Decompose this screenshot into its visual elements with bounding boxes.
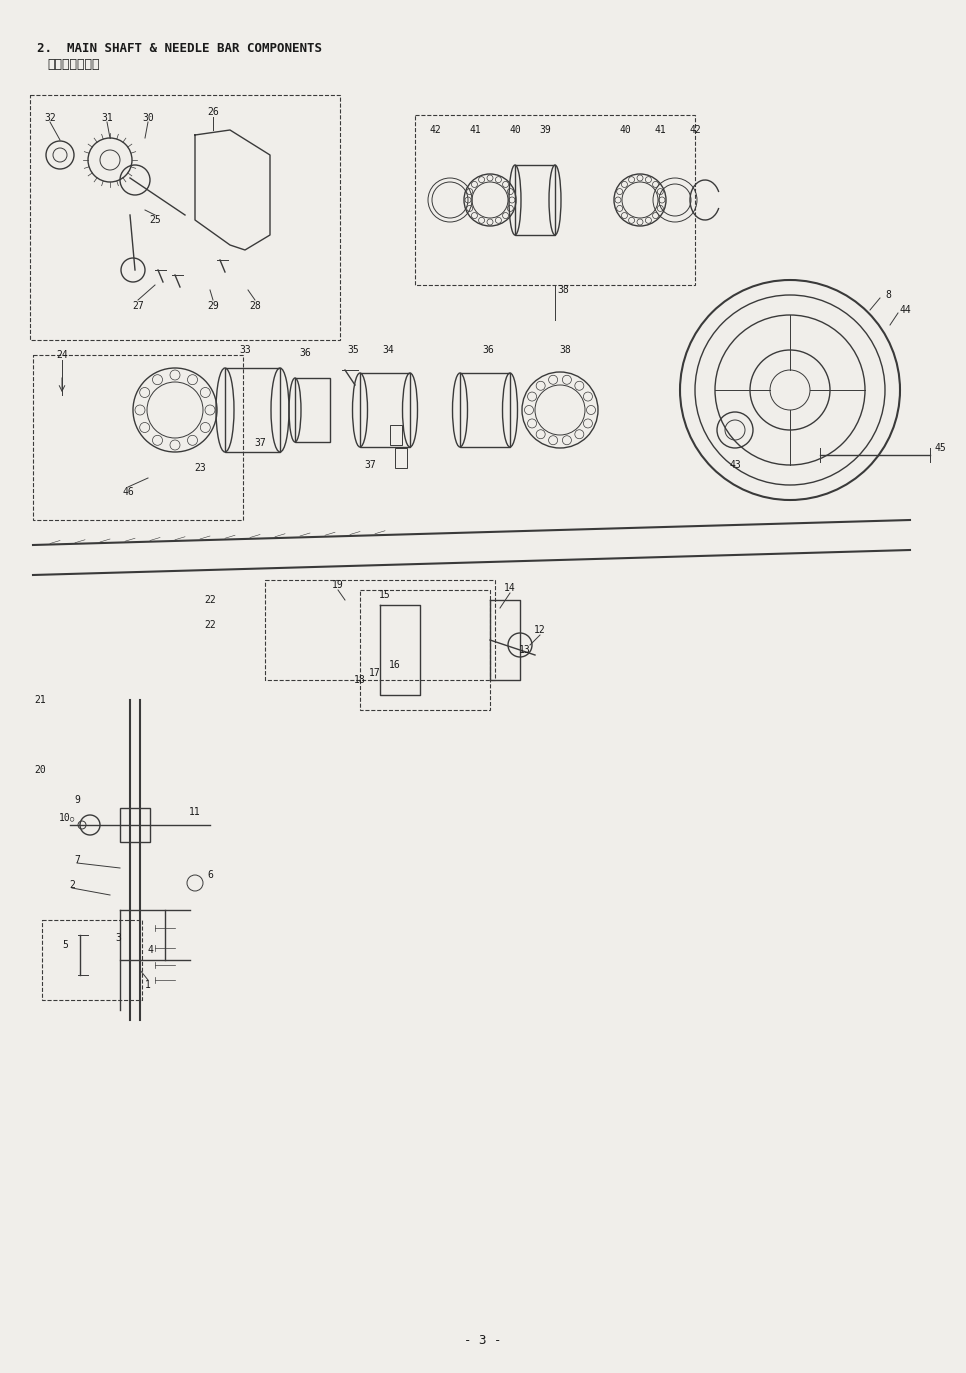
Text: 13: 13 bbox=[519, 645, 531, 655]
Text: 39: 39 bbox=[539, 125, 551, 135]
Bar bbox=[360, 373, 410, 448]
Text: 23: 23 bbox=[194, 463, 206, 474]
Text: 2: 2 bbox=[69, 880, 75, 890]
Text: 28: 28 bbox=[249, 301, 261, 312]
Text: 18: 18 bbox=[355, 676, 366, 685]
Text: 15: 15 bbox=[379, 590, 391, 600]
Text: 31: 31 bbox=[101, 113, 113, 124]
Text: 1: 1 bbox=[145, 980, 151, 990]
Text: 32: 32 bbox=[44, 113, 56, 124]
Text: 12: 12 bbox=[534, 625, 546, 634]
Text: 33: 33 bbox=[240, 345, 251, 356]
Text: 17: 17 bbox=[369, 669, 381, 678]
Text: 21: 21 bbox=[34, 695, 45, 704]
Text: 34: 34 bbox=[383, 345, 394, 356]
Text: 25: 25 bbox=[149, 216, 161, 225]
Text: 11: 11 bbox=[189, 807, 201, 817]
Text: 20: 20 bbox=[34, 765, 45, 774]
Text: 8: 8 bbox=[885, 290, 891, 299]
Text: 30: 30 bbox=[142, 113, 154, 124]
Text: 42: 42 bbox=[689, 125, 701, 135]
Text: 5: 5 bbox=[62, 941, 68, 950]
Text: 2.  MAIN SHAFT & NEEDLE BAR COMPONENTS: 2. MAIN SHAFT & NEEDLE BAR COMPONENTS bbox=[37, 43, 322, 55]
Text: 44: 44 bbox=[899, 305, 911, 314]
Bar bbox=[265, 579, 495, 680]
Text: 7: 7 bbox=[74, 855, 80, 865]
Text: 40: 40 bbox=[509, 125, 521, 135]
Bar bbox=[30, 95, 340, 341]
Text: 22: 22 bbox=[204, 595, 215, 605]
Text: 36: 36 bbox=[482, 345, 494, 356]
Text: 37: 37 bbox=[254, 438, 266, 448]
Text: 14: 14 bbox=[504, 584, 516, 593]
Text: 24: 24 bbox=[56, 350, 68, 360]
Text: 16: 16 bbox=[389, 660, 401, 670]
Bar bbox=[295, 378, 330, 442]
Bar bbox=[415, 115, 695, 286]
Text: 38: 38 bbox=[559, 345, 571, 356]
Text: 40: 40 bbox=[619, 125, 631, 135]
Text: 43: 43 bbox=[729, 460, 741, 470]
Text: - 3 -: - 3 - bbox=[465, 1333, 501, 1347]
Text: 45: 45 bbox=[934, 443, 946, 453]
Bar bbox=[33, 356, 243, 520]
Text: 41: 41 bbox=[469, 125, 481, 135]
Text: 26: 26 bbox=[207, 107, 219, 117]
Text: 27: 27 bbox=[132, 301, 144, 312]
Text: 41: 41 bbox=[654, 125, 666, 135]
Bar bbox=[515, 165, 555, 235]
Text: 4: 4 bbox=[147, 945, 153, 956]
Text: 9: 9 bbox=[74, 795, 80, 805]
Text: 6: 6 bbox=[207, 870, 213, 880]
Bar bbox=[360, 590, 490, 710]
Text: 上軸・针棒関係: 上軸・针棒関係 bbox=[47, 58, 99, 71]
Text: 35: 35 bbox=[347, 345, 359, 356]
Text: 22: 22 bbox=[204, 621, 215, 630]
Text: ○: ○ bbox=[70, 816, 74, 821]
Bar bbox=[120, 807, 150, 842]
Text: 36: 36 bbox=[299, 347, 311, 358]
Bar bbox=[460, 373, 510, 448]
Text: 19: 19 bbox=[332, 579, 344, 590]
Text: 38: 38 bbox=[557, 286, 569, 295]
Bar bbox=[390, 426, 402, 445]
Bar bbox=[42, 920, 142, 1000]
Bar bbox=[395, 448, 407, 468]
Text: 29: 29 bbox=[207, 301, 219, 312]
Text: 10: 10 bbox=[59, 813, 71, 822]
Text: 46: 46 bbox=[122, 487, 134, 497]
Text: 37: 37 bbox=[364, 460, 376, 470]
Text: 3: 3 bbox=[115, 934, 121, 943]
Text: 42: 42 bbox=[429, 125, 440, 135]
Bar bbox=[225, 368, 280, 452]
